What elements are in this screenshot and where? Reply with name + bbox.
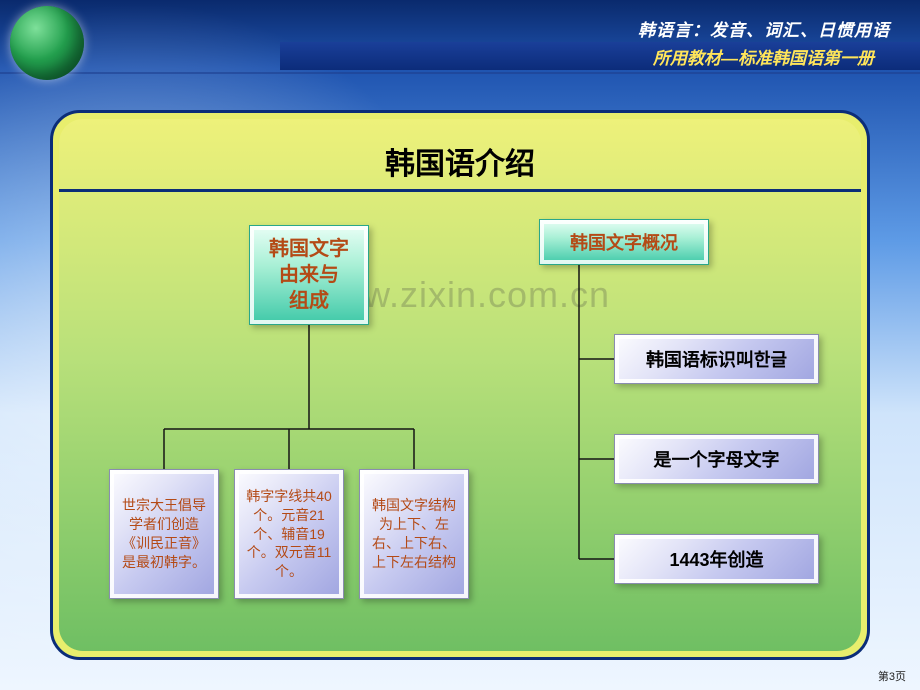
header-line1: 韩语言：发音、词汇、日惯用语 [638, 16, 890, 41]
left-leaf-2-label: 韩国文字结构为上下、左右、上下右、上下左右结构 [370, 496, 458, 572]
left-root-label: 韩国文字 由来与 组成 [269, 236, 349, 314]
header-line2: 所用教材—标准韩国语第一册 [653, 44, 874, 69]
page-number: 第3页 [878, 668, 906, 684]
header-band: 所用教材—标准韩国语第一册 [280, 42, 920, 70]
title-divider [59, 189, 861, 192]
header-divider [0, 72, 920, 74]
left-root: 韩国文字 由来与 组成 [249, 225, 369, 325]
right-leaf-2: 1443年创造 [614, 534, 819, 584]
left-leaf-0-label: 世宗大王倡导学者们创造《训民正音》是最初韩字。 [120, 496, 208, 572]
right-root-label: 韩国文字概况 [570, 229, 678, 255]
left-leaf-1-label: 韩字字线共40个。元音21个、辅音19个。双元音11个。 [245, 487, 333, 581]
right-root: 韩国文字概况 [539, 219, 709, 265]
right-leaf-1: 是一个字母文字 [614, 434, 819, 484]
globe-icon [10, 6, 84, 80]
right-leaf-0: 韩国语标识叫한글 [614, 334, 819, 384]
left-leaf-2: 韩国文字结构为上下、左右、上下右、上下左右结构 [359, 469, 469, 599]
left-leaf-1: 韩字字线共40个。元音21个、辅音19个。双元音11个。 [234, 469, 344, 599]
panel-title: 韩国语介绍 [59, 139, 861, 183]
header: 韩语言：发音、词汇、日惯用语 所用教材—标准韩国语第一册 [0, 0, 920, 90]
left-leaf-0: 世宗大王倡导学者们创造《训民正音》是最初韩字。 [109, 469, 219, 599]
panel-inner: 韩国语介绍 www.zixin.com.cn 韩国文字 由来与 组成世宗大王倡导… [59, 119, 861, 651]
right-leaf-2-label: 1443年创造 [669, 546, 763, 572]
right-leaf-1-label: 是一个字母文字 [654, 446, 780, 472]
right-leaf-0-label: 韩国语标识叫한글 [646, 346, 787, 372]
main-panel: 韩国语介绍 www.zixin.com.cn 韩国文字 由来与 组成世宗大王倡导… [50, 110, 870, 660]
watermark: www.zixin.com.cn [59, 274, 861, 316]
